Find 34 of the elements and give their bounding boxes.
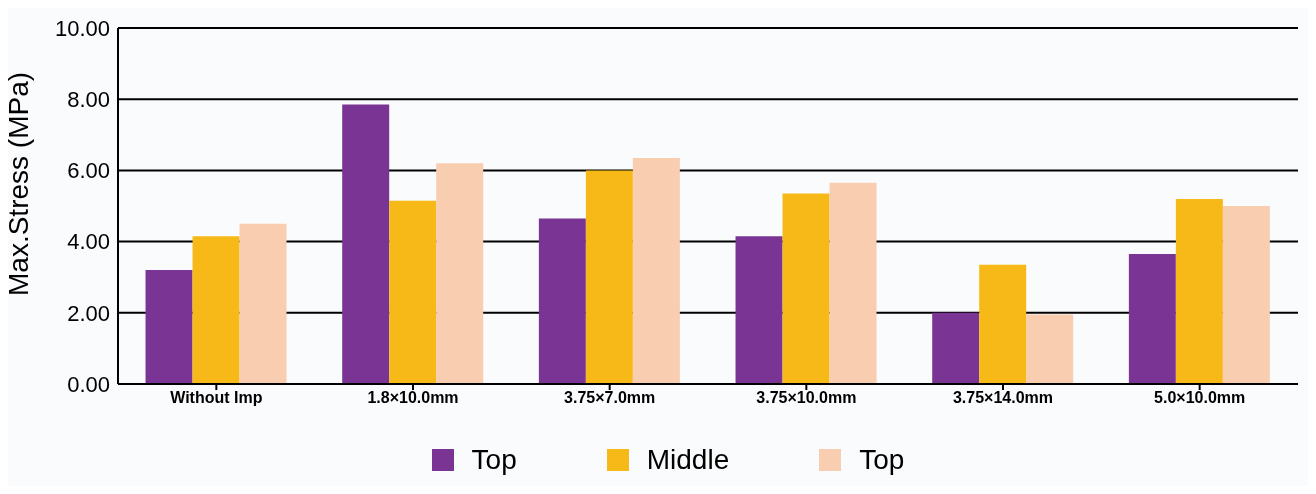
bar [436, 163, 484, 384]
y-tick-label: 4.00 [67, 229, 110, 255]
legend-label: Middle [646, 444, 730, 476]
bar [1026, 314, 1074, 384]
bar [145, 270, 193, 384]
bar [389, 200, 437, 384]
legend-label: Top [859, 444, 905, 476]
legend-label: Top [471, 444, 517, 476]
x-tick-label: 3.75×7.0mm [564, 389, 656, 407]
bar [585, 170, 633, 384]
bar [829, 182, 877, 384]
y-axis-title: Max.Stress (MPa) [2, 71, 34, 296]
y-tick-label: 10.00 [54, 15, 110, 41]
bar [735, 236, 783, 384]
bar [1222, 206, 1270, 384]
bar [979, 264, 1027, 384]
y-tick-label: 8.00 [67, 87, 110, 113]
bar [342, 104, 390, 384]
bar [192, 236, 240, 384]
bar [632, 157, 680, 384]
x-tick-label: Without Imp [170, 389, 263, 407]
x-tick-label: 5.0×10.0mm [1154, 389, 1246, 407]
x-tick-label: 3.75×10.0mm [756, 389, 857, 407]
y-tick-label: 2.00 [67, 300, 110, 326]
y-tick-label: 0.00 [67, 371, 110, 397]
bar [782, 193, 830, 384]
bar [1128, 254, 1176, 384]
bar [239, 223, 287, 384]
y-tick-label: 6.00 [67, 158, 110, 184]
bar [1175, 198, 1223, 384]
x-tick-label: 3.75×14.0mm [952, 389, 1054, 407]
bar [932, 312, 980, 384]
x-tick-label: 1.8×10.0mm [367, 389, 459, 407]
bar [538, 218, 586, 384]
